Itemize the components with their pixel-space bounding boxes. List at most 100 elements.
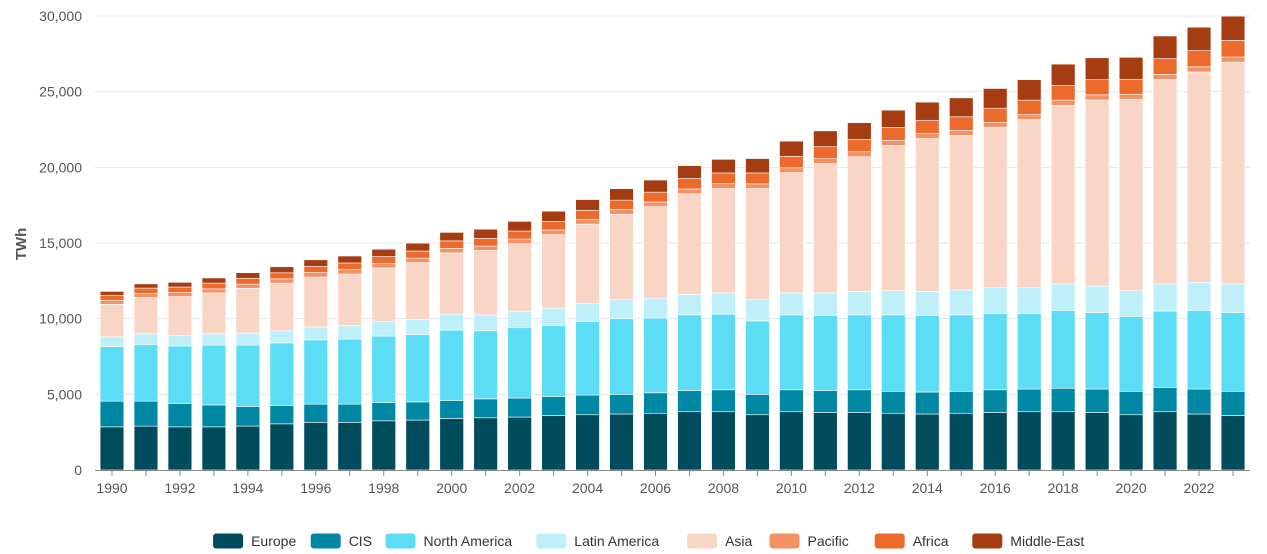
bar-segment[interactable] bbox=[813, 412, 838, 471]
bar-segment[interactable] bbox=[609, 209, 634, 215]
bar-segment[interactable] bbox=[1152, 283, 1178, 312]
bar-segment[interactable] bbox=[235, 344, 261, 407]
bar-segment[interactable] bbox=[813, 315, 838, 391]
bar-segment[interactable] bbox=[677, 178, 702, 190]
bar-segment[interactable] bbox=[1152, 310, 1178, 388]
bar-segment[interactable] bbox=[337, 255, 362, 264]
legend[interactable]: Europe CIS North America Latin America Asia P… bbox=[213, 533, 1084, 549]
bar-segment[interactable] bbox=[269, 330, 295, 344]
bar-segment[interactable] bbox=[201, 404, 227, 428]
bar-segment[interactable] bbox=[949, 391, 974, 414]
bar-segment[interactable] bbox=[371, 335, 396, 403]
bar-segment[interactable] bbox=[1152, 79, 1178, 285]
bar-segment[interactable] bbox=[473, 228, 498, 239]
bar-segment[interactable] bbox=[337, 325, 362, 340]
bar-segment[interactable] bbox=[643, 317, 668, 394]
bar-segment[interactable] bbox=[813, 163, 838, 294]
bar-segment[interactable] bbox=[371, 420, 396, 471]
bar-stack[interactable] bbox=[1220, 15, 1246, 471]
bar-segment[interactable] bbox=[1118, 93, 1144, 100]
bar-segment[interactable] bbox=[303, 422, 328, 471]
bar-segment[interactable] bbox=[303, 259, 328, 267]
bar-segment[interactable] bbox=[1220, 56, 1246, 63]
bar-segment[interactable] bbox=[303, 403, 328, 423]
bar-segment[interactable] bbox=[1186, 310, 1212, 390]
bar-segment[interactable] bbox=[677, 294, 702, 316]
bar-segment[interactable] bbox=[711, 172, 736, 184]
bar-segment[interactable] bbox=[337, 273, 362, 326]
bar-segment[interactable] bbox=[1084, 99, 1110, 287]
bar-segment[interactable] bbox=[575, 303, 600, 322]
bar-segment[interactable] bbox=[303, 339, 328, 405]
bar-segment[interactable] bbox=[1050, 85, 1076, 101]
bar-segment[interactable] bbox=[779, 155, 804, 169]
bar-segment[interactable] bbox=[1050, 387, 1076, 413]
bar-segment[interactable] bbox=[609, 299, 634, 319]
bar-segment[interactable] bbox=[1084, 79, 1110, 96]
bar-segment[interactable] bbox=[371, 402, 396, 422]
bar-segment[interactable] bbox=[643, 392, 668, 414]
bar-segment[interactable] bbox=[983, 88, 1008, 109]
bar-stack[interactable] bbox=[881, 109, 906, 471]
bar-segment[interactable] bbox=[439, 252, 464, 315]
bar-segment[interactable] bbox=[235, 406, 261, 427]
bar-stack[interactable] bbox=[779, 140, 804, 471]
bar-segment[interactable] bbox=[473, 250, 498, 316]
bar-segment[interactable] bbox=[371, 263, 396, 269]
bar-segment[interactable] bbox=[813, 146, 838, 160]
bar-segment[interactable] bbox=[813, 390, 838, 413]
bar-segment[interactable] bbox=[779, 140, 804, 157]
bar-segment[interactable] bbox=[1118, 290, 1144, 317]
bar-segment[interactable] bbox=[711, 313, 736, 391]
bar-segment[interactable] bbox=[575, 199, 600, 211]
legend-item[interactable]: Africa bbox=[874, 533, 949, 549]
bar-segment[interactable] bbox=[303, 276, 328, 328]
bar-segment[interactable] bbox=[575, 414, 600, 471]
legend-item[interactable]: Asia bbox=[687, 533, 753, 549]
bar-segment[interactable] bbox=[541, 415, 566, 471]
bar-segment[interactable] bbox=[337, 338, 362, 405]
bar-segment[interactable] bbox=[915, 391, 940, 415]
bar-stack[interactable] bbox=[235, 272, 261, 471]
bar-segment[interactable] bbox=[541, 234, 566, 309]
bar-segment[interactable] bbox=[677, 188, 702, 195]
bar-stack[interactable] bbox=[1017, 79, 1042, 471]
bar-segment[interactable] bbox=[1186, 50, 1212, 68]
bar-segment[interactable] bbox=[133, 344, 159, 402]
bar-segment[interactable] bbox=[1220, 15, 1246, 41]
bar-segment[interactable] bbox=[847, 151, 872, 158]
bar-segment[interactable] bbox=[269, 266, 295, 274]
bar-stack[interactable] bbox=[643, 179, 668, 471]
bar-segment[interactable] bbox=[881, 290, 906, 316]
bar-segment[interactable] bbox=[711, 292, 736, 315]
bar-segment[interactable] bbox=[99, 426, 125, 471]
bar-segment[interactable] bbox=[269, 278, 295, 284]
bar-segment[interactable] bbox=[983, 107, 1008, 123]
legend-item[interactable]: Europe bbox=[213, 533, 296, 549]
bar-segment[interactable] bbox=[405, 334, 430, 403]
bar-segment[interactable] bbox=[201, 277, 227, 284]
bar-segment[interactable] bbox=[847, 389, 872, 413]
bar-segment[interactable] bbox=[269, 405, 295, 425]
bar-segment[interactable] bbox=[99, 300, 125, 305]
bar-segment[interactable] bbox=[405, 401, 430, 421]
bar-segment[interactable] bbox=[915, 413, 940, 471]
bar-segment[interactable] bbox=[915, 119, 940, 134]
bar-segment[interactable] bbox=[1084, 57, 1110, 81]
bar-segment[interactable] bbox=[983, 313, 1008, 391]
bar-segment[interactable] bbox=[1220, 61, 1246, 285]
bar-segment[interactable] bbox=[507, 221, 532, 232]
bar-stack[interactable] bbox=[167, 282, 193, 471]
bar-segment[interactable] bbox=[439, 232, 464, 242]
bar-segment[interactable] bbox=[439, 240, 464, 249]
legend-item[interactable]: North America bbox=[385, 533, 513, 549]
bar-stack[interactable] bbox=[813, 130, 838, 471]
bar-segment[interactable] bbox=[201, 344, 227, 406]
bar-segment[interactable] bbox=[303, 266, 328, 273]
bar-segment[interactable] bbox=[167, 335, 193, 347]
bar-segment[interactable] bbox=[711, 159, 736, 174]
bar-segment[interactable] bbox=[1050, 104, 1076, 285]
bar-stack[interactable] bbox=[575, 199, 600, 471]
bar-segment[interactable] bbox=[439, 329, 464, 401]
bar-segment[interactable] bbox=[269, 272, 295, 280]
